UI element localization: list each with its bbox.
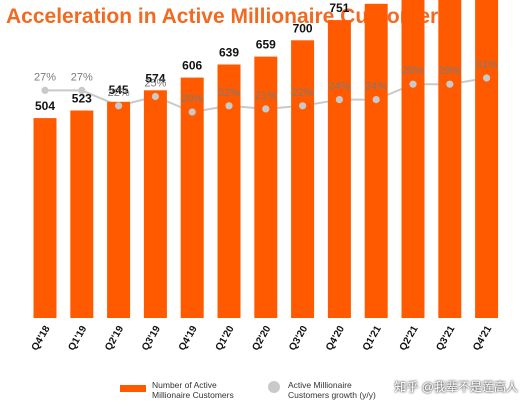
bar-value-label: 606 xyxy=(182,59,202,73)
legend-bar-swatch xyxy=(120,385,146,392)
growth-label: 24% xyxy=(328,81,350,93)
growth-point xyxy=(372,96,380,104)
x-tick-label: Q4'18 xyxy=(30,324,53,353)
bar xyxy=(143,90,167,318)
bar xyxy=(291,40,315,319)
growth-point xyxy=(188,108,196,116)
growth-label: 24% xyxy=(365,81,387,93)
bar xyxy=(438,0,462,318)
x-tick-label: Q3'20 xyxy=(287,324,310,353)
growth-label: 31% xyxy=(476,59,498,71)
growth-label: 29% xyxy=(402,65,424,77)
x-tick-label: Q3'21 xyxy=(434,324,457,353)
bar xyxy=(254,56,278,318)
growth-label: 20% xyxy=(181,93,203,105)
growth-label: 27% xyxy=(34,71,56,83)
bar-value-label: 574 xyxy=(145,71,165,85)
growth-label: 22% xyxy=(108,87,130,99)
growth-label: 21% xyxy=(255,90,277,102)
bar xyxy=(364,3,388,319)
growth-point xyxy=(335,96,343,104)
growth-label: 25% xyxy=(144,78,166,90)
bar xyxy=(475,0,499,319)
growth-label: 29% xyxy=(439,65,461,77)
growth-point xyxy=(115,102,123,110)
watermark: 知乎 @我辈不是莲高人 xyxy=(394,380,518,394)
bar xyxy=(33,118,57,318)
x-tick-label: Q2'19 xyxy=(103,324,126,353)
bar xyxy=(107,101,131,318)
growth-point xyxy=(409,80,417,88)
x-tick-label: Q1'19 xyxy=(66,324,89,353)
bar xyxy=(180,77,204,318)
growth-point xyxy=(446,80,454,88)
bar-value-label: 545 xyxy=(109,83,129,97)
growth-label: 27% xyxy=(71,71,93,83)
x-tick-label: Q2'20 xyxy=(250,324,273,353)
x-tick-label: Q4'19 xyxy=(177,324,200,353)
x-tick-label: Q2'21 xyxy=(398,324,421,353)
bar xyxy=(217,64,241,318)
bar xyxy=(70,110,94,318)
legend-line-label: Active Millionaire Customers growth (y/y… xyxy=(288,380,376,400)
growth-point xyxy=(483,74,491,82)
growth-point xyxy=(151,92,159,101)
bar-value-label: 700 xyxy=(293,21,313,35)
growth-point xyxy=(78,86,86,94)
growth-point xyxy=(262,105,270,113)
x-tick-label: Q4'20 xyxy=(324,324,347,353)
bar-value-label: 751 xyxy=(329,1,349,15)
bar xyxy=(327,20,351,318)
x-tick-label: Q1'20 xyxy=(214,324,237,353)
bar-value-label: 504 xyxy=(35,99,55,113)
x-tick-label: Q4'21 xyxy=(471,324,494,353)
bar xyxy=(401,0,425,318)
legend-line-swatch xyxy=(268,381,280,393)
growth-label: 22% xyxy=(218,87,240,99)
bar-value-label: 639 xyxy=(219,46,239,60)
growth-label: 22% xyxy=(292,87,314,99)
growth-point xyxy=(41,86,49,94)
growth-point xyxy=(225,102,233,110)
legend-bar-label: Number of Active Millionaire Customers xyxy=(152,380,234,400)
growth-point xyxy=(299,102,307,110)
bar-value-label: 659 xyxy=(256,38,276,52)
x-tick-label: Q1'21 xyxy=(361,324,384,353)
bar-value-label: 523 xyxy=(72,92,92,106)
x-tick-label: Q3'19 xyxy=(140,324,163,353)
